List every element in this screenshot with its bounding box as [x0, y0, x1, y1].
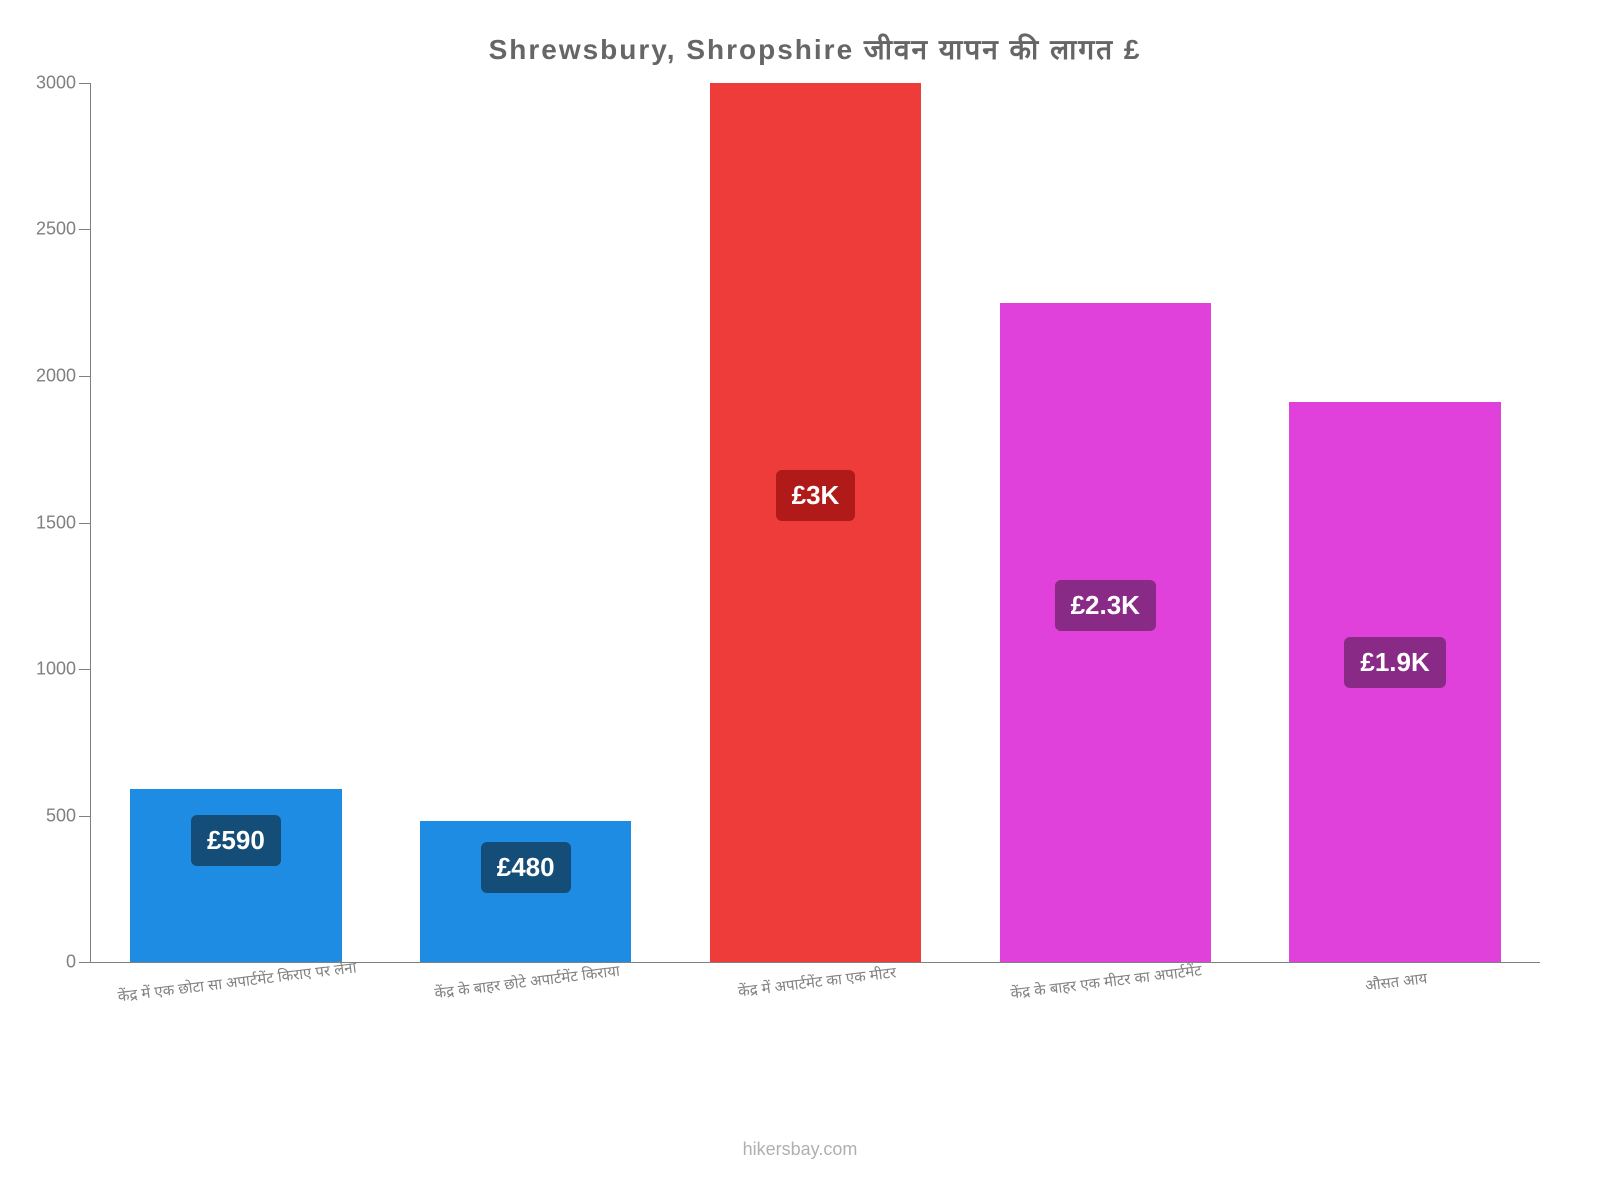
- y-tick: [79, 962, 91, 963]
- bar-slot: £590: [91, 83, 381, 962]
- plot-area: 050010001500200025003000 £590£480£3K£2.3…: [90, 83, 1540, 963]
- bar: £2.3K: [1000, 303, 1212, 962]
- y-tick: [79, 376, 91, 377]
- value-badge: £480: [481, 842, 571, 893]
- bars-group: £590 £480 £3K £2.3K £1.9K: [91, 83, 1540, 962]
- bar-slot: £480: [381, 83, 671, 962]
- y-tick: [79, 83, 91, 84]
- x-axis-label: केंद्र में अपार्टमेंट का एक मीटर: [672, 954, 962, 1009]
- y-tick: [79, 523, 91, 524]
- y-tick: [79, 816, 91, 817]
- y-tick: [79, 229, 91, 230]
- chart-container: Shrewsbury, Shropshire जीवन यापन की लागत…: [0, 0, 1600, 1200]
- y-tick-label: 500: [21, 805, 76, 826]
- y-tick-label: 0: [21, 952, 76, 973]
- chart-title: Shrewsbury, Shropshire जीवन यापन की लागत…: [90, 30, 1540, 68]
- x-axis-label: औसत आय: [1251, 954, 1541, 1009]
- bar-slot: £1.9K: [1250, 83, 1540, 962]
- watermark: hikersbay.com: [0, 1139, 1600, 1160]
- y-tick-label: 2000: [21, 365, 76, 386]
- bar-slot: £2.3K: [960, 83, 1250, 962]
- x-axis-labels: केंद्र में एक छोटा सा अपार्टमेंट किराए प…: [91, 972, 1540, 992]
- y-tick-label: 1000: [21, 658, 76, 679]
- bar: £480: [420, 821, 632, 962]
- x-axis-label: केंद्र के बाहर एक मीटर का अपार्टमेंट: [961, 954, 1251, 1009]
- value-badge: £1.9K: [1344, 637, 1445, 688]
- y-tick-label: 3000: [21, 73, 76, 94]
- bar-slot: £3K: [671, 83, 961, 962]
- y-tick: [79, 669, 91, 670]
- bar: £3K: [710, 83, 922, 962]
- value-badge: £3K: [776, 470, 856, 521]
- value-badge: £590: [191, 815, 281, 866]
- x-axis-label: केंद्र के बाहर छोटे अपार्टमेंट किराया: [382, 954, 672, 1009]
- y-tick-label: 1500: [21, 512, 76, 533]
- bar: £1.9K: [1289, 402, 1501, 962]
- bar: £590: [130, 789, 342, 962]
- value-badge: £2.3K: [1055, 580, 1156, 631]
- x-axis-label: केंद्र में एक छोटा सा अपार्टमेंट किराए प…: [92, 954, 382, 1009]
- y-tick-label: 2500: [21, 219, 76, 240]
